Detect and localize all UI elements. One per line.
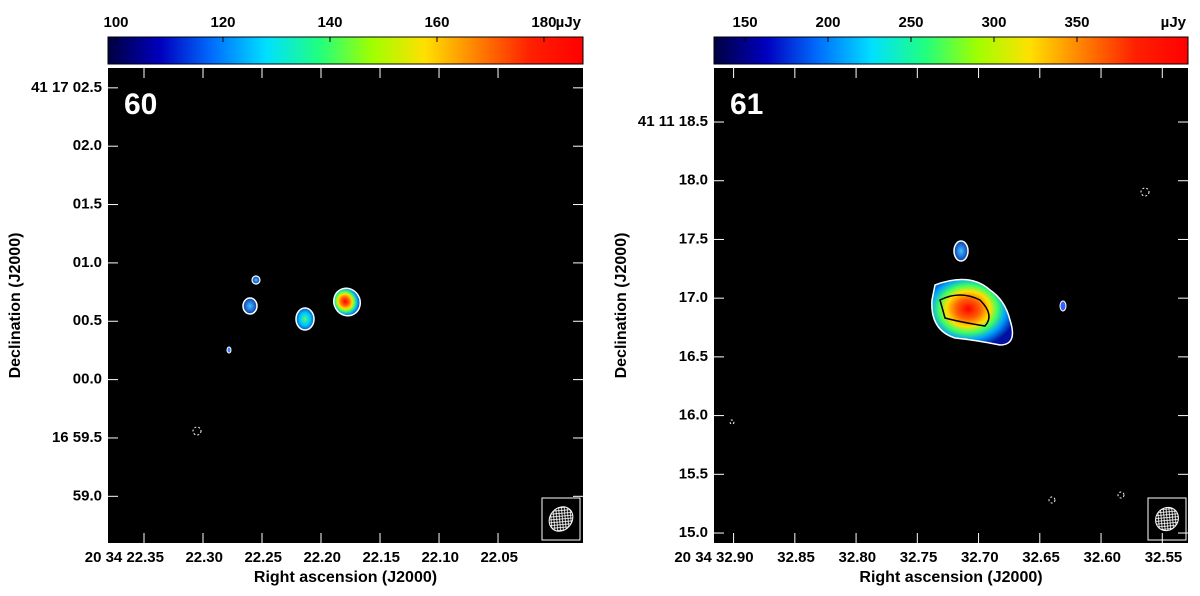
colorbar-tick-label: 140 bbox=[317, 14, 342, 31]
x-tick-label: 20 34 22.35 bbox=[85, 549, 164, 566]
beam-ellipse bbox=[1155, 506, 1179, 532]
colorbar-tick-label: 350 bbox=[1064, 14, 1089, 31]
y-axis-label: Declination (J2000) bbox=[7, 233, 24, 379]
y-tick-label: 41 17 02.5 bbox=[31, 79, 102, 96]
source bbox=[295, 307, 315, 331]
colorbar-tick-label: 160 bbox=[424, 14, 449, 31]
source bbox=[251, 275, 261, 285]
x-tick-label: 32.65 bbox=[1022, 549, 1060, 566]
y-tick-label: 02.0 bbox=[73, 137, 102, 154]
y-tick-label: 15.5 bbox=[679, 465, 708, 482]
x-tick-label: 32.55 bbox=[1145, 549, 1183, 566]
colorbar-tick-label: 180 bbox=[531, 14, 556, 31]
x-tick-label: 22.30 bbox=[185, 549, 223, 566]
x-tick-label: 20 34 32.90 bbox=[674, 549, 753, 566]
y-tick-label: 16.5 bbox=[679, 348, 708, 365]
colorbar-tick-label: 100 bbox=[104, 14, 129, 31]
source bbox=[242, 297, 258, 315]
y-tick-label: 16.0 bbox=[679, 407, 708, 424]
contour bbox=[939, 294, 990, 327]
beam-box bbox=[541, 497, 581, 541]
y-tick-label: 59.0 bbox=[73, 487, 102, 504]
colorbar-unit: µJy bbox=[1161, 14, 1187, 31]
source bbox=[226, 346, 232, 354]
contour bbox=[1048, 496, 1056, 504]
colorbar-tick-label: 120 bbox=[210, 14, 235, 31]
y-tick-label: 17.5 bbox=[679, 230, 708, 247]
contour bbox=[1117, 491, 1125, 499]
beam-box bbox=[1147, 497, 1187, 541]
y-tick-label: 16 59.5 bbox=[52, 429, 102, 446]
panel-label: 60 bbox=[124, 88, 157, 121]
x-tick-label: 22.05 bbox=[480, 549, 518, 566]
contour bbox=[1140, 187, 1150, 197]
colorbar-tick-label: 300 bbox=[981, 14, 1006, 31]
source bbox=[953, 240, 969, 262]
colorbar-tick-label: 200 bbox=[816, 14, 841, 31]
y-tick-label: 00.5 bbox=[73, 312, 102, 329]
beam-ellipse bbox=[548, 506, 574, 532]
colorbar-tick-label: 250 bbox=[898, 14, 923, 31]
x-tick-label: 32.75 bbox=[900, 549, 938, 566]
y-tick-label: 15.0 bbox=[679, 524, 708, 541]
x-tick-label: 22.15 bbox=[362, 549, 400, 566]
x-axis-label: Right ascension (J2000) bbox=[859, 569, 1042, 586]
source bbox=[332, 287, 362, 317]
y-tick-label: 01.5 bbox=[73, 196, 102, 213]
y-axis-label: Declination (J2000) bbox=[613, 233, 630, 379]
colorbar-tick-label: 150 bbox=[733, 14, 758, 31]
x-tick-label: 32.70 bbox=[961, 549, 999, 566]
panel-label: 61 bbox=[730, 88, 763, 121]
y-tick-label: 18.0 bbox=[679, 172, 708, 189]
x-axis-label: Right ascension (J2000) bbox=[254, 569, 437, 586]
x-tick-label: 22.10 bbox=[421, 549, 459, 566]
y-tick-label: 41 11 18.5 bbox=[638, 113, 708, 130]
x-tick-label: 22.20 bbox=[303, 549, 341, 566]
contour bbox=[192, 426, 202, 436]
source bbox=[1059, 300, 1067, 312]
x-tick-label: 32.60 bbox=[1083, 549, 1121, 566]
colorbar-unit: µJy bbox=[556, 14, 582, 31]
x-tick-label: 22.25 bbox=[244, 549, 282, 566]
sources bbox=[192, 187, 1150, 504]
y-tick-label: 00.0 bbox=[73, 371, 102, 388]
colorbar bbox=[713, 36, 1189, 65]
contour bbox=[729, 419, 735, 425]
beam bbox=[541, 497, 1187, 541]
y-tick-label: 01.0 bbox=[73, 254, 102, 271]
x-tick-label: 32.80 bbox=[839, 549, 877, 566]
colorbar bbox=[107, 36, 584, 65]
x-tick-label: 32.85 bbox=[777, 549, 815, 566]
y-tick-label: 17.0 bbox=[679, 289, 708, 306]
